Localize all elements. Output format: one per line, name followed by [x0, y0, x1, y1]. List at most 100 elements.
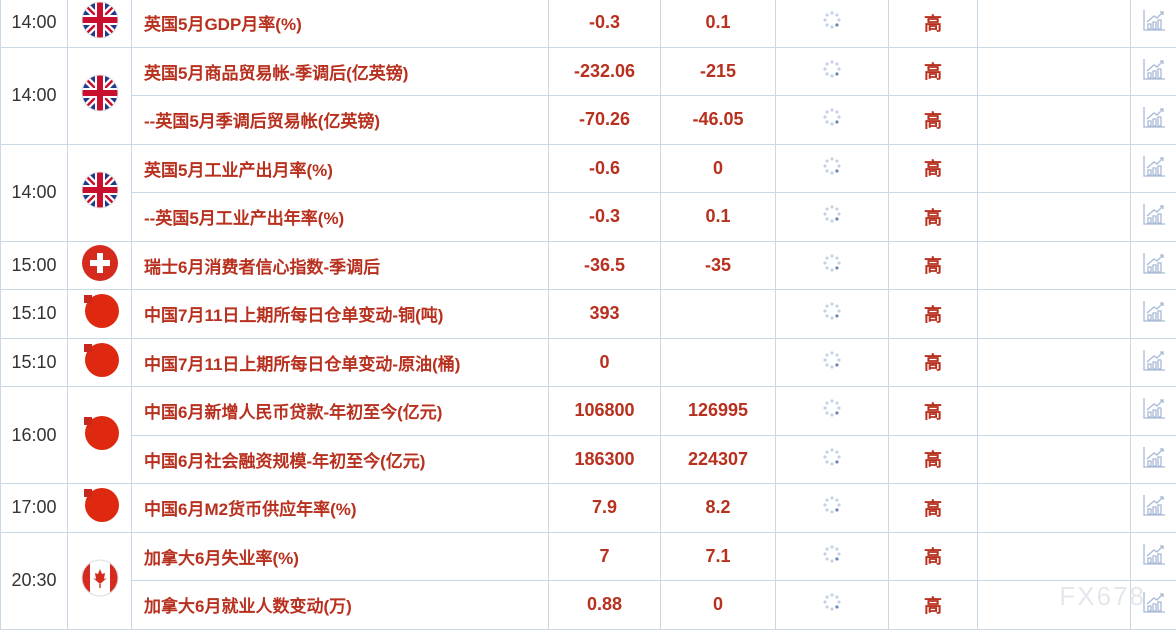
forecast-value: 224307: [660, 434, 776, 484]
flag-cell: [67, 289, 132, 339]
empty-cell: [977, 580, 1131, 630]
empty-cell: [977, 483, 1131, 533]
chart-cell[interactable]: [1130, 434, 1176, 484]
chart-icon[interactable]: [1142, 204, 1166, 230]
chart-cell[interactable]: [1130, 531, 1176, 581]
chart-icon[interactable]: [1142, 446, 1166, 473]
chart-icon[interactable]: [1142, 543, 1166, 570]
forecast-value: -46.05: [660, 95, 776, 145]
previous-value: 106800: [548, 386, 661, 436]
chart-icon[interactable]: [1142, 495, 1166, 521]
previous-value: -70.26: [548, 95, 661, 145]
previous-value: 7: [548, 531, 661, 581]
previous-value: 186300: [548, 434, 661, 484]
time-cell: 15:10: [0, 289, 68, 339]
uk-flag-icon: [80, 73, 120, 113]
empty-cell: [977, 434, 1131, 484]
loading-spinner-icon: [822, 59, 842, 79]
event-name[interactable]: 中国6月新增人民币贷款-年初至今(亿元): [131, 386, 549, 436]
flag-cell: [67, 143, 132, 242]
china-flag-icon: [80, 340, 120, 380]
loading-spinner-icon: [822, 204, 842, 224]
forecast-value: 0.1: [660, 0, 776, 48]
empty-cell: [977, 531, 1131, 581]
canada-flag-icon: [80, 558, 120, 598]
previous-value: -36.5: [548, 240, 661, 290]
table-row: 15:10 中国7月11日上期所每日仓单变动-铜(吨) 393 高: [0, 289, 1176, 339]
actual-cell: [775, 434, 889, 484]
chart-cell[interactable]: [1130, 483, 1176, 533]
previous-value: 393: [548, 289, 661, 339]
event-name[interactable]: --英国5月工业产出年率(%): [131, 192, 549, 242]
chart-icon[interactable]: [1142, 155, 1166, 182]
chart-cell[interactable]: [1130, 580, 1176, 630]
forecast-value: 0.1: [660, 192, 776, 242]
chart-cell[interactable]: [1130, 0, 1176, 48]
actual-cell: [775, 143, 889, 193]
empty-cell: [977, 143, 1131, 193]
table-row: 16:00 中国6月新增人民币贷款-年初至今(亿元) 106800 126995 高: [0, 386, 1176, 484]
importance-level: 高: [888, 95, 978, 145]
event-name[interactable]: 中国7月11日上期所每日仓单变动-原油(桶): [131, 337, 549, 387]
chart-icon[interactable]: [1142, 349, 1166, 376]
empty-cell: [977, 95, 1131, 145]
chart-cell[interactable]: [1130, 386, 1176, 436]
event-name[interactable]: 加拿大6月就业人数变动(万): [131, 580, 549, 630]
chart-cell[interactable]: [1130, 192, 1176, 242]
loading-spinner-icon: [822, 10, 842, 30]
event-name[interactable]: 英国5月GDP月率(%): [131, 0, 549, 48]
chart-cell[interactable]: [1130, 143, 1176, 193]
empty-cell: [977, 46, 1131, 96]
chart-cell[interactable]: [1130, 289, 1176, 339]
importance-level: 高: [888, 580, 978, 630]
importance-level: 高: [888, 143, 978, 193]
uk-flag-icon: [80, 0, 120, 40]
previous-value: -0.3: [548, 192, 661, 242]
actual-cell: [775, 580, 889, 630]
event-name[interactable]: 瑞士6月消费者信心指数-季调后: [131, 240, 549, 290]
time-cell: 14:00: [0, 46, 68, 145]
chart-icon[interactable]: [1142, 107, 1166, 133]
forecast-value: 8.2: [660, 483, 776, 533]
event-name[interactable]: 中国6月M2货币供应年率(%): [131, 483, 549, 533]
chart-icon[interactable]: [1142, 398, 1166, 424]
loading-spinner-icon: [822, 544, 842, 564]
time-cell: 17:00: [0, 483, 68, 533]
previous-value: -0.3: [548, 0, 661, 48]
flag-cell: [67, 337, 132, 387]
chart-cell[interactable]: [1130, 337, 1176, 387]
event-name[interactable]: --英国5月季调后贸易帐(亿英镑): [131, 95, 549, 145]
event-name[interactable]: 中国6月社会融资规模-年初至今(亿元): [131, 434, 549, 484]
chart-icon[interactable]: [1142, 592, 1166, 618]
table-row: 14:00 英国5月工业产出月率(%) -0.6 0 高: [0, 143, 1176, 242]
actual-cell: [775, 95, 889, 145]
watermark: FX678: [1059, 581, 1146, 611]
china-flag-icon: [80, 413, 120, 453]
chart-cell[interactable]: [1130, 46, 1176, 96]
chart-icon[interactable]: [1142, 301, 1166, 327]
event-name[interactable]: 英国5月商品贸易帐-季调后(亿英镑): [131, 46, 549, 96]
actual-cell: [775, 531, 889, 581]
event-name[interactable]: 英国5月工业产出月率(%): [131, 143, 549, 193]
loading-spinner-icon: [822, 592, 842, 612]
chart-cell[interactable]: [1130, 240, 1176, 290]
chart-icon[interactable]: [1142, 10, 1166, 36]
table-row: 15:00 瑞士6月消费者信心指数-季调后 -36.5 -35 高: [0, 240, 1176, 290]
table-row: --英国5月工业产出年率(%) -0.3 0.1 高: [1, 192, 1176, 242]
table-row: 14:00 英国5月商品贸易帐-季调后(亿英镑) -232.06 -215 高: [0, 46, 1176, 145]
event-name[interactable]: 中国7月11日上期所每日仓单变动-铜(吨): [131, 289, 549, 339]
event-name[interactable]: 加拿大6月失业率(%): [131, 531, 549, 581]
forecast-value: 0: [660, 580, 776, 630]
chart-cell[interactable]: [1130, 95, 1176, 145]
forecast-value: -215: [660, 46, 776, 96]
empty-cell: [977, 337, 1131, 387]
flag-cell: [67, 46, 132, 145]
chart-icon[interactable]: [1142, 58, 1166, 85]
table-row: 加拿大6月就业人数变动(万) 0.88 0 高: [1, 580, 1176, 630]
importance-level: 高: [888, 240, 978, 290]
importance-level: 高: [888, 434, 978, 484]
table-row: 20:30 加拿大6月失业率(%) 7 7.1 高: [0, 531, 1176, 630]
actual-cell: [775, 289, 889, 339]
chart-icon[interactable]: [1142, 252, 1166, 279]
